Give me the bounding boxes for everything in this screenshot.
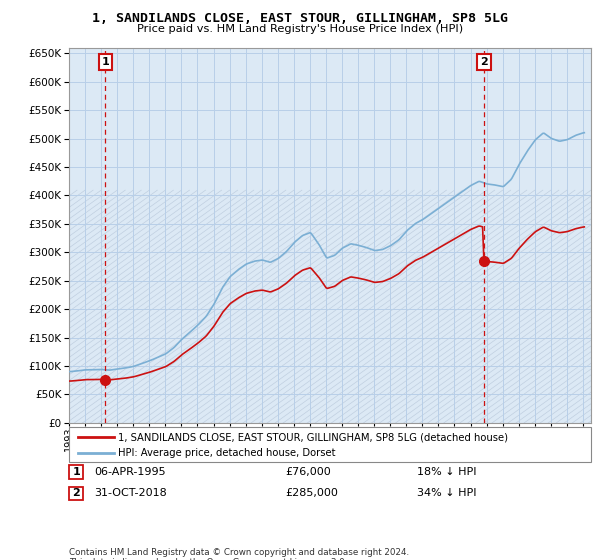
Text: 1, SANDILANDS CLOSE, EAST STOUR, GILLINGHAM, SP8 5LG: 1, SANDILANDS CLOSE, EAST STOUR, GILLING… xyxy=(92,12,508,25)
Text: 34% ↓ HPI: 34% ↓ HPI xyxy=(417,488,476,498)
Text: 2: 2 xyxy=(480,57,488,67)
Text: 1, SANDILANDS CLOSE, EAST STOUR, GILLINGHAM, SP8 5LG (detached house): 1, SANDILANDS CLOSE, EAST STOUR, GILLING… xyxy=(118,432,508,442)
Text: 2: 2 xyxy=(73,488,80,498)
Text: Price paid vs. HM Land Registry's House Price Index (HPI): Price paid vs. HM Land Registry's House … xyxy=(137,24,463,34)
Text: 1: 1 xyxy=(101,57,109,67)
Text: Contains HM Land Registry data © Crown copyright and database right 2024.
This d: Contains HM Land Registry data © Crown c… xyxy=(69,548,409,560)
Text: HPI: Average price, detached house, Dorset: HPI: Average price, detached house, Dors… xyxy=(118,447,336,458)
Text: 1: 1 xyxy=(73,467,80,477)
Text: 31-OCT-2018: 31-OCT-2018 xyxy=(94,488,167,498)
Text: £285,000: £285,000 xyxy=(285,488,338,498)
Text: 06-APR-1995: 06-APR-1995 xyxy=(94,467,166,477)
Text: 18% ↓ HPI: 18% ↓ HPI xyxy=(417,467,476,477)
Text: £76,000: £76,000 xyxy=(285,467,331,477)
